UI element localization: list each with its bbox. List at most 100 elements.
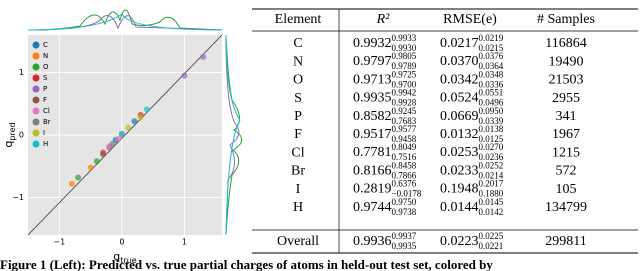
legend-label: H xyxy=(43,140,48,148)
cell: 0.19480.2017 0.1880 xyxy=(440,179,504,199)
element: H xyxy=(293,200,303,215)
lower-bound: 0.9738 xyxy=(392,207,417,217)
element: N xyxy=(293,54,303,69)
point xyxy=(75,174,82,181)
legend-label: Br xyxy=(43,118,51,126)
point xyxy=(115,135,122,142)
cell-value: 0.0342 xyxy=(440,73,479,88)
cell: 0.95170.9577 0.9458 xyxy=(353,124,417,144)
lower-bound: 0.0221 xyxy=(479,241,504,251)
y-tick-label: −1 xyxy=(12,193,24,202)
cell: 0.01320.0138 0.0125 xyxy=(440,124,504,144)
cell: 0.02170.0219 0.0215 xyxy=(440,33,504,53)
cell-value: 0.0253 xyxy=(440,145,479,160)
element: I xyxy=(296,182,301,197)
cell: 0.99360.9937 0.9935 xyxy=(353,231,417,251)
lower-bound: 0.0236 xyxy=(479,152,504,162)
legend-marker xyxy=(32,140,40,148)
element: Br xyxy=(291,164,305,179)
legend-label: S xyxy=(43,74,48,82)
cell: 0.81660.8458 0.7866 xyxy=(353,160,417,180)
legend-marker xyxy=(32,74,40,82)
legend-label: P xyxy=(43,85,47,93)
cell: 0.03420.0348 0.0336 xyxy=(440,69,504,89)
upper-bound: 0.0348 xyxy=(479,69,504,79)
point xyxy=(93,158,100,165)
upper-bound: 0.9933 xyxy=(392,33,417,43)
cell-value: 0.9936 xyxy=(353,234,392,249)
lower-bound: 0.0496 xyxy=(479,98,504,108)
lower-bound: 0.7516 xyxy=(392,152,417,162)
legend-label: I xyxy=(43,129,45,137)
upper-bound: 0.2017 xyxy=(479,179,504,189)
samples: 19490 xyxy=(549,54,584,69)
upper-bound: 0.9942 xyxy=(392,88,417,98)
point xyxy=(125,124,132,131)
right-marginal xyxy=(225,34,243,236)
cell: 0.03700.0376 0.0364 xyxy=(440,51,504,71)
element: Overall xyxy=(277,234,319,249)
legend-label: C xyxy=(43,41,48,49)
samples: 134799 xyxy=(545,200,587,215)
legend-marker xyxy=(32,85,40,93)
y-tick-label: 0 xyxy=(19,131,24,140)
cell: 0.99350.9942 0.9928 xyxy=(353,88,417,108)
samples: 1967 xyxy=(552,127,580,142)
y-axis-label: qpred xyxy=(2,122,17,147)
upper-bound: 0.9937 xyxy=(392,231,417,241)
lower-bound: 0.0125 xyxy=(479,134,504,144)
upper-bound: 0.0270 xyxy=(479,142,504,152)
legend-marker xyxy=(32,52,40,60)
legend-label: F xyxy=(43,96,47,104)
samples: 2955 xyxy=(552,91,580,106)
legend-marker xyxy=(32,118,40,126)
subscript: pred xyxy=(8,122,17,140)
upper-bound: 0.8049 xyxy=(392,142,417,152)
legend-marker xyxy=(32,96,40,104)
samples: 299811 xyxy=(545,234,586,249)
column-header: # Samples xyxy=(537,12,595,27)
cell-value: 0.9517 xyxy=(353,127,392,142)
column-header: Element xyxy=(275,12,322,27)
top-marginal xyxy=(27,9,223,31)
legend-marker xyxy=(32,63,40,71)
cell: 0.06690.0950 0.0339 xyxy=(440,106,504,126)
legend-marker xyxy=(32,107,40,115)
upper-bound: 0.6376 xyxy=(392,179,417,189)
samples: 1215 xyxy=(552,145,580,160)
lower-bound: 0.7866 xyxy=(392,170,417,180)
cell-value: 0.7781 xyxy=(353,145,392,160)
cell-value: 0.0144 xyxy=(440,200,479,215)
x-tick-label: 1 xyxy=(182,238,187,247)
cell: 0.02230.0225 0.0221 xyxy=(440,231,504,251)
cell: 0.99320.9933 0.9930 xyxy=(353,33,417,53)
upper-bound: 0.9725 xyxy=(392,69,417,79)
cell-value: 0.0223 xyxy=(440,234,479,249)
element: Cl xyxy=(291,145,304,160)
cell-value: 0.9932 xyxy=(353,36,392,51)
cell: 0.02530.0270 0.0236 xyxy=(440,142,504,162)
point xyxy=(181,72,188,79)
top-marginal xyxy=(27,13,223,31)
upper-bound: 0.0225 xyxy=(479,231,504,241)
samples: 21503 xyxy=(549,73,584,88)
lower-bound: 0.9928 xyxy=(392,98,417,108)
identity-line xyxy=(27,34,223,236)
cell-value: 0.0524 xyxy=(440,91,479,106)
lower-bound: 0.0215 xyxy=(479,43,504,53)
upper-bound: 0.9577 xyxy=(392,124,417,134)
cell-value: 0.9713 xyxy=(353,73,392,88)
cell-value: 0.8582 xyxy=(353,109,392,124)
legend-label: N xyxy=(43,52,48,60)
legend-marker xyxy=(32,129,40,137)
right-marginal xyxy=(225,34,241,236)
element: S xyxy=(294,91,302,106)
cell-value: 0.0669 xyxy=(440,109,479,124)
samples: 116864 xyxy=(545,36,586,51)
element: O xyxy=(293,73,303,88)
point xyxy=(143,106,150,113)
upper-bound: 0.0145 xyxy=(479,197,504,207)
samples: 105 xyxy=(556,182,577,197)
cell-value: 0.0233 xyxy=(440,164,479,179)
upper-bound: 0.0950 xyxy=(479,106,504,116)
